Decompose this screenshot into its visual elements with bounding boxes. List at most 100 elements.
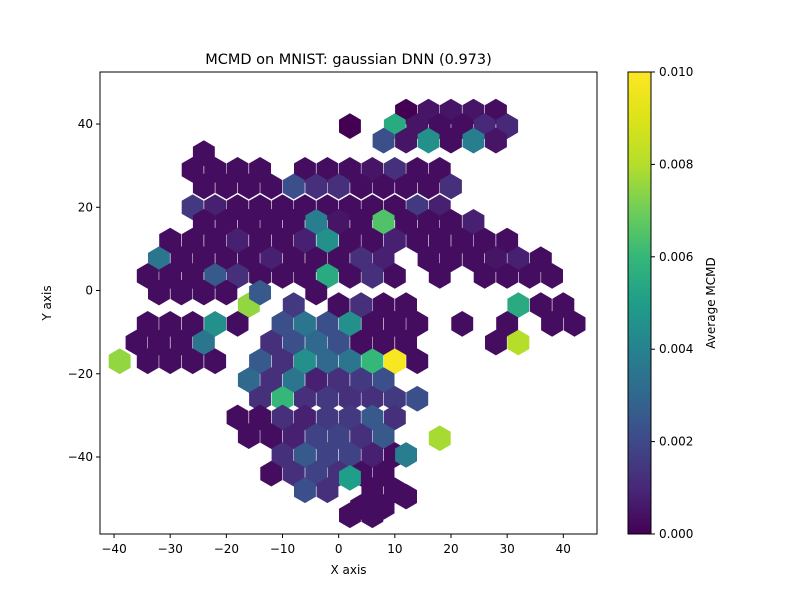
hex-cell <box>417 246 440 273</box>
y-tick-label: −40 <box>68 450 93 464</box>
hex-cell <box>249 263 271 289</box>
hex-cell <box>361 477 384 504</box>
hex-cell <box>395 173 417 200</box>
hex-cell <box>372 246 395 273</box>
hex-cell <box>383 311 406 337</box>
hex-cell <box>260 173 283 200</box>
hex-cell <box>361 157 384 183</box>
hex-cell <box>226 311 249 337</box>
hex-cell <box>327 246 350 273</box>
hex-cell <box>395 442 417 468</box>
hex-cell <box>473 263 496 289</box>
hex-cell <box>305 329 328 356</box>
x-tick-label: −10 <box>270 542 295 556</box>
hex-cell <box>350 292 373 318</box>
hex-cell <box>294 404 316 431</box>
hex-cell <box>260 209 283 235</box>
hex-cell <box>192 209 215 235</box>
hex-cell <box>237 209 260 235</box>
y-axis-title: Y axis <box>40 285 54 321</box>
hex-cell <box>383 404 406 431</box>
hex-cell <box>282 423 305 449</box>
hex-cell <box>339 465 361 491</box>
hex-cell <box>181 157 204 183</box>
hex-cell <box>271 263 294 289</box>
hex-cell <box>361 263 384 289</box>
chart-title: MCMD on MNIST: gaussian DNN (0.973) <box>205 52 492 68</box>
hex-cell <box>440 173 462 200</box>
hex-cell <box>215 246 238 273</box>
x-tick-label: −30 <box>158 542 183 556</box>
hex-cell <box>237 367 260 393</box>
hex-cell <box>507 246 530 273</box>
hex-cell <box>249 385 271 412</box>
hex-cell <box>440 246 462 273</box>
hex-cell <box>518 263 541 289</box>
hex-cell <box>181 263 204 289</box>
hex-cell <box>451 227 474 254</box>
hex-cell <box>316 348 339 375</box>
hex-cell <box>552 292 575 318</box>
hex-cell <box>372 423 395 449</box>
hex-cell <box>237 173 260 200</box>
hex-cell <box>428 425 451 452</box>
hex-cell <box>215 173 238 200</box>
x-tick-label: 0 <box>335 542 343 556</box>
hex-cell <box>271 348 294 375</box>
colorbar-ticks: 0.000 0.002 0.004 0.006 0.008 0.010 <box>651 65 693 541</box>
hex-cell <box>383 263 406 289</box>
hex-cell <box>406 348 429 375</box>
hex-cell <box>305 367 328 393</box>
hex-cell <box>192 246 215 273</box>
hex-cell <box>204 227 227 254</box>
hex-cell <box>327 367 350 393</box>
y-tick-label: 20 <box>78 200 93 214</box>
hex-cell <box>305 460 328 487</box>
hex-cell <box>159 227 182 254</box>
x-tick-label: 10 <box>387 542 402 556</box>
hex-cell <box>226 227 249 254</box>
hex-cell <box>383 348 406 375</box>
hex-cell <box>282 246 305 273</box>
hex-cell <box>271 404 294 431</box>
hex-cell <box>350 423 373 449</box>
hex-cell <box>383 157 406 183</box>
hex-cell <box>339 502 361 529</box>
hex-cell <box>260 329 283 356</box>
hex-cell <box>237 423 260 449</box>
hex-cell <box>125 329 148 356</box>
hex-cell <box>305 246 328 273</box>
hex-cell <box>148 246 170 273</box>
hex-cell <box>181 348 204 375</box>
hex-cell <box>428 157 451 183</box>
hex-cell <box>249 348 271 375</box>
hex-cell <box>507 329 530 356</box>
hex-cell <box>327 173 350 200</box>
hexbin-cells <box>108 98 586 529</box>
hex-cell <box>496 263 519 289</box>
hex-cell <box>226 263 249 289</box>
hex-cell <box>440 209 462 235</box>
hex-cell <box>136 263 159 289</box>
hex-cell <box>148 279 170 306</box>
hex-cell <box>294 227 316 254</box>
hex-cell <box>170 279 193 306</box>
hex-cell <box>159 263 182 289</box>
x-axis-title: X axis <box>330 563 366 577</box>
y-tick-label: −20 <box>68 367 93 381</box>
colorbar-tick-label: 0.004 <box>659 342 693 356</box>
colorbar: 0.000 0.002 0.004 0.006 0.008 0.010 Average M… <box>627 65 718 541</box>
hex-cell <box>294 311 316 337</box>
hex-cell <box>249 157 271 183</box>
hex-cell <box>159 348 182 375</box>
hex-cell <box>350 209 373 235</box>
hex-cell <box>395 292 417 318</box>
hex-cell <box>282 329 305 356</box>
hex-cell <box>294 263 316 289</box>
y-tick-label: 0 <box>85 284 93 298</box>
hex-cell <box>305 423 328 449</box>
hex-cell <box>226 157 249 183</box>
hex-cell <box>327 329 350 356</box>
